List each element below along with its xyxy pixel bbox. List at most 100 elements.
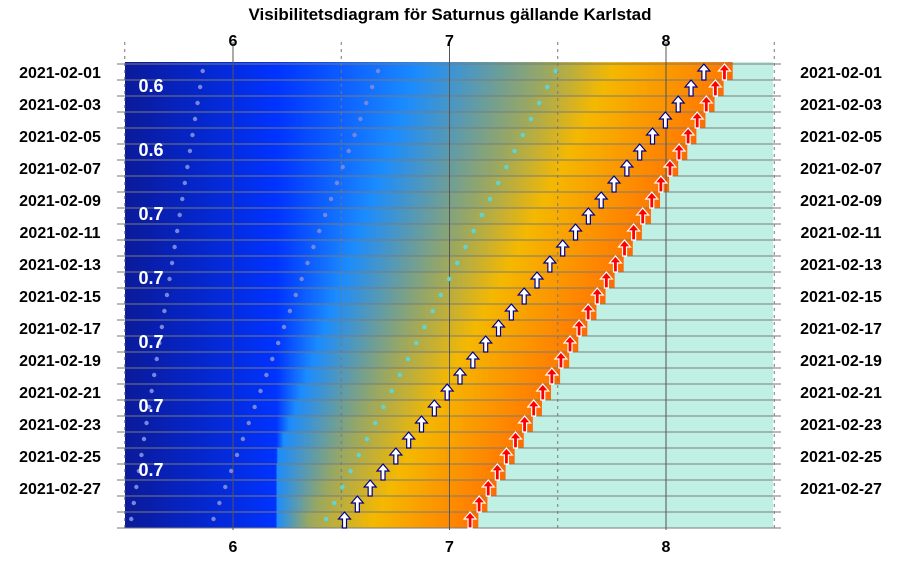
magnitude-label: 0.7 (138, 396, 163, 416)
twilight-dot (334, 180, 340, 186)
date-label-right: 2021-02-25 (800, 449, 882, 466)
twilight-dot (180, 196, 185, 202)
sunrise-arrow (499, 447, 514, 465)
twilight-dot (305, 260, 310, 266)
sunrise-arrow (508, 431, 523, 449)
sunrise-arrow (626, 223, 641, 241)
twilight-dot (422, 324, 427, 330)
twilight-dot (414, 340, 419, 346)
x-tick-label-top: 7 (445, 33, 454, 50)
twilight-dot (369, 84, 375, 90)
rise-arrow (670, 95, 686, 113)
twilight-dot (496, 180, 501, 186)
rise-arrow (427, 399, 442, 417)
date-label-right: 2021-02-15 (800, 289, 882, 306)
rise-arrow (478, 335, 493, 353)
twilight-dot (169, 260, 175, 266)
rise-arrow (491, 319, 506, 337)
twilight-dot (487, 196, 493, 202)
date-label-right: 2021-02-03 (800, 97, 882, 114)
twilight-dot (536, 100, 542, 106)
twilight-dot (504, 164, 509, 170)
date-label-left: 2021-02-09 (19, 193, 101, 210)
twilight-dot (200, 68, 205, 74)
twilight-dots (129, 68, 558, 522)
twilight-dot (252, 404, 257, 410)
twilight-dot (397, 372, 403, 378)
twilight-dot (228, 468, 234, 474)
sunrise-arrow (480, 479, 496, 497)
twilight-dot (389, 388, 394, 394)
twilight-dot (438, 292, 444, 298)
twilight-dot (373, 420, 378, 426)
twilight-dot (246, 420, 251, 426)
date-label-right: 2021-02-09 (800, 193, 882, 210)
twilight-dot (172, 244, 177, 250)
date-labels: 2021-02-01 2021-02-01 2021-02-03 2021-02-03… (19, 65, 882, 498)
twilight-dot (358, 116, 363, 122)
twilight-dot (154, 356, 159, 362)
twilight-dot (299, 276, 304, 282)
date-label-right: 2021-02-01 (800, 65, 882, 82)
sunrise-arrow (617, 239, 632, 257)
twilight-dot (217, 500, 222, 506)
twilight-dot (381, 404, 386, 410)
twilight-dot (197, 84, 203, 90)
sunrise-arrow (708, 79, 723, 97)
twilight-dot (270, 356, 275, 362)
rise-arrow (452, 367, 468, 385)
rise-arrow (542, 255, 558, 273)
sunrise-arrow (517, 415, 532, 433)
rise-arrow (401, 431, 416, 449)
twilight-dot (185, 164, 190, 170)
twilight-dot (346, 148, 351, 154)
sunrise-arrow (599, 271, 614, 289)
twilight-dot (190, 132, 195, 138)
date-label-left: 2021-02-25 (19, 449, 101, 466)
twilight-dot (405, 356, 411, 362)
twilight-dot (136, 468, 142, 474)
date-label-right: 2021-02-19 (800, 353, 882, 370)
twilight-dot (182, 180, 188, 186)
rise-arrow (619, 159, 635, 177)
rise-arrow (516, 287, 532, 305)
magnitude-label: 0.6 (138, 140, 163, 160)
date-label-right: 2021-02-23 (800, 417, 882, 434)
rise-arrow (581, 207, 596, 225)
date-label-left: 2021-02-27 (19, 481, 101, 498)
twilight-dot (144, 420, 149, 426)
twilight-dot (293, 292, 298, 298)
rise-arrow (375, 463, 391, 481)
twilight-dot (553, 68, 558, 74)
sunrise-arrow (698, 95, 714, 113)
x-tick-label-bottom: 8 (662, 539, 671, 556)
x-tick-label-top: 6 (229, 33, 238, 50)
sunrise-arrow (589, 287, 605, 305)
date-label-left: 2021-02-03 (19, 97, 101, 114)
date-label-left: 2021-02-11 (20, 225, 101, 242)
twilight-dot (164, 292, 170, 298)
sunrise-arrow (526, 399, 541, 417)
rise-arrow (388, 447, 404, 465)
arrow-markers (337, 63, 732, 529)
twilight-dot (328, 196, 334, 202)
twilight-dot (258, 388, 263, 394)
twilight-dot (322, 212, 328, 218)
date-label-left: 2021-02-15 (19, 289, 101, 306)
magnitude-label: 0.7 (138, 268, 163, 288)
twilight-dot (287, 308, 293, 314)
twilight-dot (162, 308, 167, 314)
twilight-dot (430, 308, 435, 314)
sunrise-arrow (608, 255, 623, 273)
date-label-right: 2021-02-17 (800, 321, 882, 338)
twilight-dot (528, 116, 534, 122)
twilight-dot (340, 484, 345, 490)
rise-arrow (439, 383, 455, 401)
twilight-dot (223, 484, 228, 490)
rise-arrow (683, 79, 699, 97)
twilight-dot (375, 68, 381, 74)
sunrise-arrow (635, 207, 650, 225)
twilight-dot (131, 500, 136, 506)
twilight-dot (129, 516, 134, 522)
